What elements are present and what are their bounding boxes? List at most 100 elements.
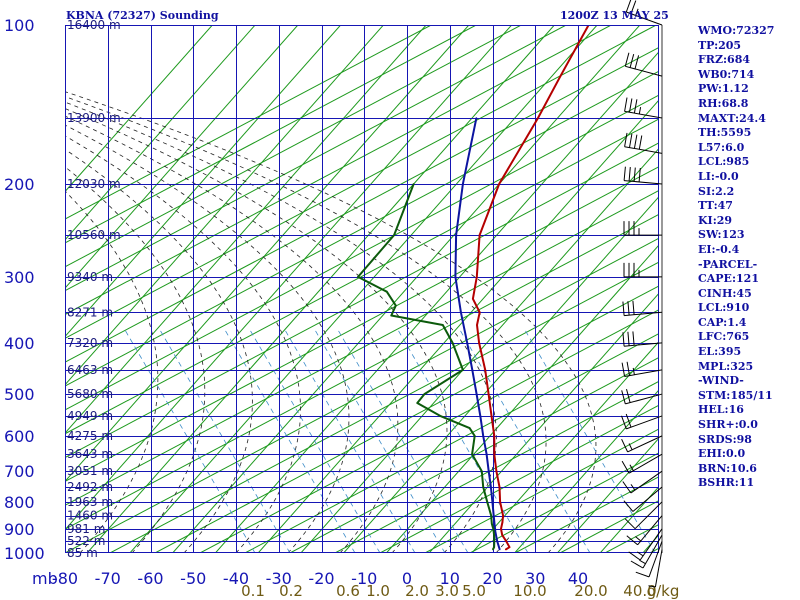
wind-barb-staff xyxy=(632,486,663,512)
sounding-index-item: TH:5595 xyxy=(698,126,752,140)
wind-barb-flag xyxy=(638,135,643,150)
parcel-point xyxy=(479,415,482,417)
isotherm-line xyxy=(172,25,641,553)
temperature-tick-label: 0 xyxy=(402,569,412,588)
wind-barb-flag xyxy=(621,415,627,430)
sounding-index-item: EI:-0.4 xyxy=(698,242,740,256)
parcel-point xyxy=(460,311,462,314)
parcel-point xyxy=(482,435,485,437)
mixing-ratio-label: 0.1 xyxy=(241,582,265,600)
parcel-point xyxy=(490,486,492,488)
wind-barb-flag xyxy=(624,132,628,147)
moist-adiabat-line xyxy=(65,148,253,553)
sounding-index-item: MPL:325 xyxy=(698,359,754,373)
parcel-point xyxy=(491,501,494,503)
sounding-index-item: SHR+:0.0 xyxy=(698,418,758,432)
sounding-index-item: L57:6.0 xyxy=(698,140,745,154)
moist-adiabat-line xyxy=(65,166,206,553)
wind-barb-staff xyxy=(628,453,663,474)
mixing-ratio-label: 1.0 xyxy=(366,582,390,600)
isotherm-line xyxy=(428,292,659,553)
temperature-point xyxy=(476,276,478,278)
wind-barb-flag xyxy=(626,361,630,376)
sounding-index-item: SW:123 xyxy=(698,228,745,242)
wind-barb-staff xyxy=(654,549,663,588)
wind-barb xyxy=(623,486,663,512)
sounding-index-item: WB0:714 xyxy=(698,67,755,81)
dewpoint-point xyxy=(386,290,388,293)
mixing-ratio-label: 2.0 xyxy=(405,582,429,600)
temperature-point xyxy=(493,453,496,456)
wind-barb-flag xyxy=(621,362,626,377)
temperature-tick-label: 40 xyxy=(568,569,588,588)
wind-barb xyxy=(623,166,663,185)
wind-barb-flag xyxy=(625,413,632,428)
mixing-ratio-line xyxy=(124,329,256,553)
dewpoint-point xyxy=(468,427,471,429)
sounding-index-item: CAP:1.4 xyxy=(698,315,747,329)
wind-barbs xyxy=(621,0,663,588)
dry-adiabat-line xyxy=(65,25,567,292)
dry-adiabat-line xyxy=(289,356,659,553)
temperature-point xyxy=(498,183,501,185)
wind-barb-half-flag xyxy=(629,464,634,471)
temperature-tick-label: -30 xyxy=(266,569,292,588)
dewpoint-point xyxy=(451,342,454,344)
wind-barb xyxy=(623,221,663,236)
plot-background xyxy=(65,25,659,553)
height-label: 85 m xyxy=(67,546,98,560)
wind-barb xyxy=(621,413,663,430)
mixing-ratio-line xyxy=(337,329,469,553)
temperature-tick-label: 10 xyxy=(440,569,460,588)
dry-adiabat-line xyxy=(65,25,612,316)
sounding-index-item: HEL:16 xyxy=(698,403,744,417)
dry-adiabat-line xyxy=(424,428,659,553)
dewpoint-point xyxy=(395,304,397,307)
temperature-tick-label: -70 xyxy=(95,569,121,588)
wind-barb-staff xyxy=(634,501,663,530)
isotherm-line xyxy=(129,25,598,553)
isotherm-line xyxy=(65,25,427,434)
temperature-point xyxy=(499,501,501,503)
isotherm-line xyxy=(215,50,659,553)
isotherm-line xyxy=(65,25,256,241)
moist-adiabat-line xyxy=(65,190,159,553)
sounding-index-item: STM:185/11 xyxy=(698,388,773,402)
parcel-point xyxy=(462,183,464,185)
wind-barb-half-flag xyxy=(628,443,633,451)
pressure-tick-label: 200 xyxy=(4,175,35,194)
dewpoint-point xyxy=(486,501,489,503)
isotherm-line xyxy=(300,147,659,553)
temperature-point xyxy=(478,234,481,236)
temperature-point xyxy=(501,521,504,524)
dewpoint-point xyxy=(482,486,485,488)
wind-barb xyxy=(621,361,663,377)
sounding-index-item: LCL:910 xyxy=(698,301,750,315)
wind-barb xyxy=(621,435,663,453)
wind-barb-flag xyxy=(627,331,630,346)
isotherm-line xyxy=(86,25,555,553)
wind-barb-staff xyxy=(627,435,663,453)
wind-barb-staff xyxy=(624,110,663,119)
sounding-index-item: SI:2.2 xyxy=(698,184,735,198)
sounding-index-item: LI:-0.0 xyxy=(698,169,739,183)
mixing-ratio-label: 10.0 xyxy=(513,582,546,600)
height-label: 522 m xyxy=(67,534,105,548)
dry-adiabat-line xyxy=(65,70,659,387)
wind-barb-staff xyxy=(626,415,663,430)
plot-area xyxy=(65,25,659,553)
wind-barb-flag xyxy=(626,535,638,546)
pressure-tick-label: 600 xyxy=(4,427,35,446)
height-label: 1460 m xyxy=(67,509,113,523)
pressure-tick-label: 1000 xyxy=(4,544,45,563)
sounding-index-item: KI:29 xyxy=(698,213,733,227)
dry-adiabat-line xyxy=(65,118,659,435)
wind-barb-flag xyxy=(626,388,631,403)
pressure-unit-label: mb xyxy=(32,569,58,588)
parcel-point xyxy=(492,514,495,517)
mixing-ratio-line xyxy=(459,329,591,553)
wind-barb xyxy=(624,501,663,530)
height-label: 3051 m xyxy=(67,464,113,478)
wind-barb-staff xyxy=(624,342,663,347)
dewpoint-point xyxy=(416,402,419,404)
